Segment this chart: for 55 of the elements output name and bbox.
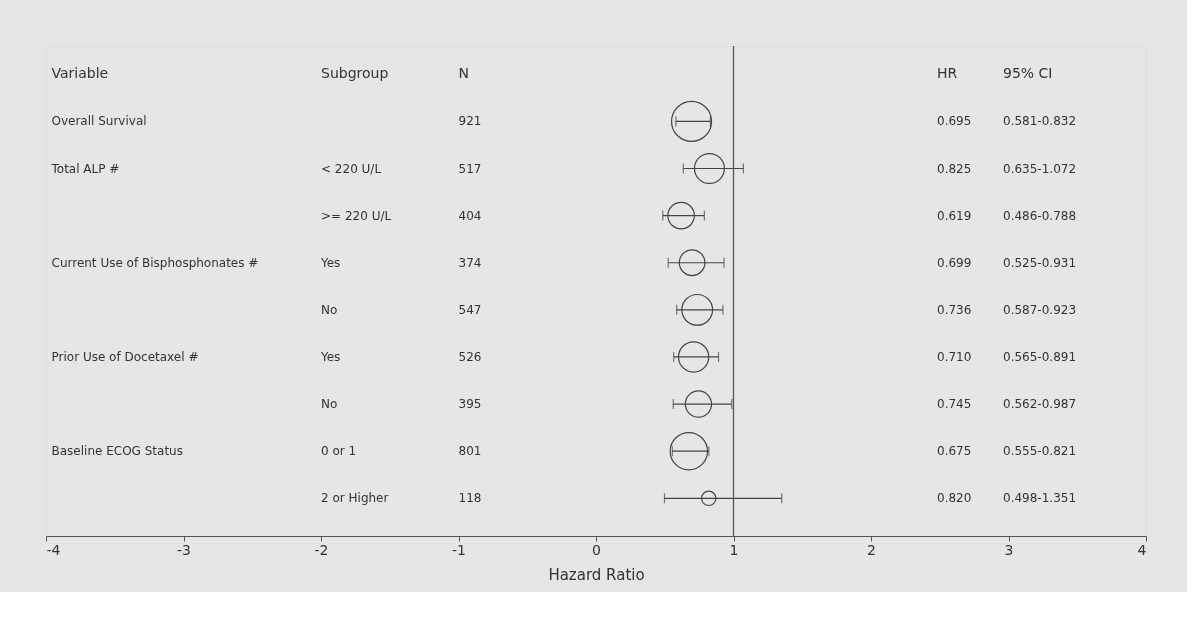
annotation: 0.587-0.923 bbox=[1003, 302, 1077, 317]
y-tick-label: < 220 U/L bbox=[321, 161, 382, 176]
annotation: Overall Survival bbox=[51, 114, 147, 129]
annotation: 0.555-0.821 bbox=[1003, 444, 1077, 459]
y-tick-label: >= 220 U/L bbox=[321, 208, 392, 223]
annotation: 395 bbox=[458, 397, 482, 412]
x-tick-label: 2 bbox=[867, 541, 876, 558]
annotation: 526 bbox=[458, 349, 482, 364]
annotation: 517 bbox=[458, 161, 482, 176]
annotation: 0.486-0.788 bbox=[1003, 208, 1077, 223]
text: N bbox=[458, 65, 469, 82]
y-tick-label: Yes bbox=[320, 255, 341, 270]
annotation: 547 bbox=[458, 302, 482, 317]
annotation: 921 bbox=[458, 114, 482, 129]
x-tick-label: 0 bbox=[592, 541, 601, 558]
annotation: 0.736 bbox=[937, 302, 972, 317]
annotation: 0.498-1.351 bbox=[1003, 491, 1077, 506]
y-tick-label: 0 or 1 bbox=[321, 444, 357, 459]
annotation: 0.562-0.987 bbox=[1003, 397, 1077, 412]
text: Subgroup bbox=[321, 65, 389, 82]
x-tick-label: -4 bbox=[46, 541, 61, 558]
text: HR bbox=[937, 65, 958, 82]
annotation: 0.635-1.072 bbox=[1003, 161, 1077, 176]
y-tick-label: No bbox=[321, 302, 338, 317]
annotation: 0.699 bbox=[937, 255, 972, 270]
annotation: 801 bbox=[458, 444, 482, 459]
x-tick-label: -2 bbox=[314, 541, 329, 558]
annotation: 0.820 bbox=[937, 491, 972, 506]
annotation: 374 bbox=[458, 255, 482, 270]
annotation: 404 bbox=[458, 208, 482, 223]
annotation: 0.675 bbox=[937, 444, 972, 459]
y-tick-label: 2 or Higher bbox=[321, 491, 389, 506]
annotation: 0.619 bbox=[937, 208, 972, 223]
annotation: 0.825 bbox=[937, 161, 972, 176]
x-tick-label: -3 bbox=[177, 541, 191, 558]
y-tick-label: Yes bbox=[320, 349, 341, 364]
annotation: 0.525-0.931 bbox=[1003, 255, 1077, 270]
annotation: 0.565-0.891 bbox=[1003, 349, 1077, 364]
annotation: 0.745 bbox=[937, 397, 972, 412]
x-axis-title: Hazard Ratio bbox=[548, 565, 645, 584]
text: 95% CI bbox=[1003, 65, 1053, 82]
annotation: 0.581-0.832 bbox=[1003, 114, 1077, 129]
y-tick-label: No bbox=[321, 397, 338, 412]
annotation: Baseline ECOG Status bbox=[51, 444, 183, 459]
x-tick-label: 4 bbox=[1137, 541, 1147, 558]
x-tick-label: 1 bbox=[729, 541, 739, 558]
annotation: 118 bbox=[458, 491, 482, 506]
annotation: 0.695 bbox=[937, 114, 972, 129]
x-tick-label: 3 bbox=[1004, 541, 1014, 558]
annotation: Total ALP # bbox=[50, 161, 120, 176]
annotation: 0.710 bbox=[937, 349, 972, 364]
text: Variable bbox=[51, 65, 109, 82]
annotation: Prior Use of Docetaxel # bbox=[51, 349, 199, 364]
x-tick-label: -1 bbox=[452, 541, 466, 558]
annotation: Current Use of Bisphosphonates # bbox=[51, 255, 259, 270]
